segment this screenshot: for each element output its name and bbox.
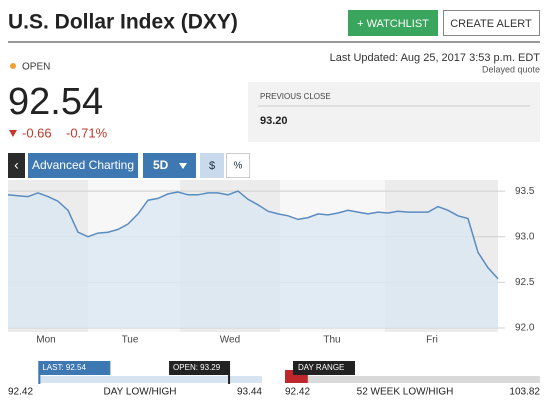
- back-button[interactable]: [8, 153, 25, 178]
- open-flag: [169, 361, 230, 375]
- advanced-label: Advanced Charting: [32, 158, 134, 172]
- range-label: 5D: [153, 158, 169, 172]
- x-tick-label: Tue: [122, 335, 139, 346]
- day-low: 92.42: [8, 387, 33, 398]
- advanced-button[interactable]: [28, 153, 138, 178]
- status: OPEN: [22, 62, 50, 73]
- back-label: ‹: [14, 157, 19, 173]
- week-high: 103.82: [509, 387, 540, 398]
- y-tick-label: 92.5: [515, 277, 535, 288]
- day-range-bar: [38, 376, 262, 383]
- alert-label: CREATE ALERT: [450, 18, 532, 30]
- change: -0.66: [22, 125, 52, 140]
- x-tick-label: Thu: [323, 335, 340, 346]
- day-range-label: DAY RANGE: [298, 363, 344, 372]
- week-label: 52 WEEK LOW/HIGH: [357, 387, 454, 398]
- open-label: OPEN: 93.29: [173, 363, 221, 372]
- updated: Last Updated: Aug 25, 2017 3:53 p.m. EDT: [330, 52, 541, 64]
- x-tick-label: Fri: [426, 335, 438, 346]
- sun-icon: [10, 63, 16, 69]
- day-range-flag: [293, 361, 355, 375]
- change-percent: -0.71%: [66, 125, 108, 140]
- previous-close-box: [248, 82, 540, 142]
- percent-button[interactable]: [226, 153, 250, 178]
- price-line: [7, 190, 499, 280]
- last-label: LAST: 92.54: [42, 363, 86, 372]
- y-tick-label: 93.0: [515, 231, 535, 242]
- down-arrow: [9, 130, 17, 137]
- x-tick-label: Wed: [220, 335, 240, 346]
- price: 92.54: [8, 81, 103, 123]
- x-tick-label: Mon: [36, 335, 55, 346]
- watchlist-label: + WATCHLIST: [357, 18, 429, 30]
- title: U.S. Dollar Index (DXY): [8, 11, 238, 34]
- range-button[interactable]: [143, 153, 196, 178]
- percent-label: %: [234, 161, 243, 172]
- alert-button[interactable]: [443, 10, 540, 36]
- watchlist-button[interactable]: [348, 10, 438, 36]
- last-flag: [38, 361, 111, 375]
- previous-close: 93.20: [260, 115, 288, 127]
- y-tick-label: 92.0: [515, 323, 535, 334]
- currency-label: $: [209, 160, 215, 172]
- week-low: 92.42: [285, 387, 310, 398]
- chart: 93.5 93.0 92.5 92.0 Mon Tue Wed Thu Fri: [7, 180, 535, 346]
- delayed: Delayed quote: [482, 64, 540, 74]
- dropdown-arrow: [179, 163, 187, 169]
- y-tick-label: 93.5: [515, 186, 535, 197]
- week-range-bar: [285, 376, 540, 383]
- currency-button[interactable]: [200, 153, 224, 178]
- area: [8, 191, 498, 328]
- day-label: DAY LOW/HIGH: [104, 387, 177, 398]
- previous-close-label: PREVIOUS CLOSE: [260, 92, 331, 101]
- ranges: LAST: 92.54 OPEN: 93.29 92.42 DAY LOW/HIGH 9…: [8, 361, 540, 398]
- day-high: 93.44: [237, 387, 262, 398]
